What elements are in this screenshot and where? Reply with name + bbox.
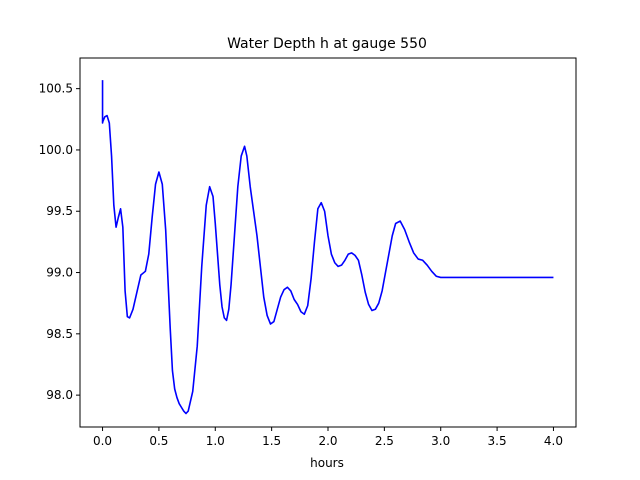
y-axis: 98.0 98.5 99.0 99.5 100.0 100.5 (39, 82, 80, 402)
x-tick-label: 1.0 (206, 434, 225, 448)
x-axis: 0.0 0.5 1.0 1.5 2.0 2.5 3.0 3.5 4.0 (93, 427, 563, 448)
series-line-0 (101, 80, 554, 415)
y-tick-label: 98.0 (46, 388, 73, 402)
x-tick-label: 0.5 (149, 434, 168, 448)
y-tick-label: 100.0 (39, 143, 73, 157)
chart-title: Water Depth h at gauge 550 (227, 36, 427, 52)
x-tick-label: 3.0 (431, 434, 450, 448)
y-tick-label: 99.0 (46, 266, 73, 280)
y-tick-label: 100.5 (39, 82, 73, 96)
plot-area (101, 80, 554, 415)
x-tick-label: 2.0 (318, 434, 337, 448)
x-tick-label: 1.5 (262, 434, 281, 448)
x-axis-label: hours (310, 456, 344, 470)
y-tick-label: 99.5 (46, 204, 73, 218)
x-tick-label: 3.5 (488, 434, 507, 448)
x-tick-label: 0.0 (93, 434, 112, 448)
y-tick-label: 98.5 (46, 327, 73, 341)
x-tick-label: 2.5 (375, 434, 394, 448)
x-tick-label: 4.0 (544, 434, 563, 448)
